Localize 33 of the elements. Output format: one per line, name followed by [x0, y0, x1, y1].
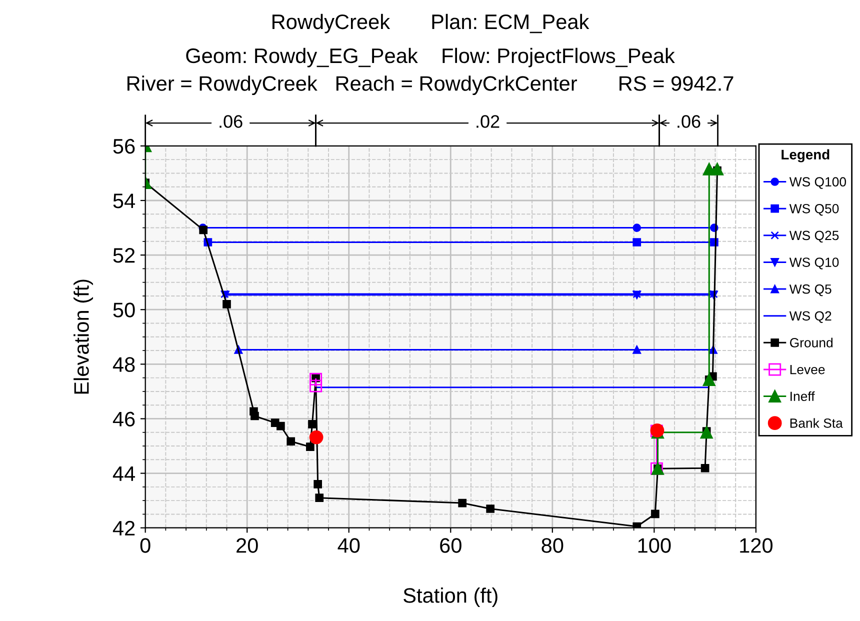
y-tick-label: 56 [113, 138, 135, 154]
legend-label: WS Q5 [789, 284, 832, 296]
y-tick-label: 42 [112, 520, 135, 536]
legend-label: Ineff [790, 391, 815, 402]
y-tick-label: 44 [112, 466, 136, 481]
chart-title: RowdyCreek Plan: ECM_Peak [272, 14, 590, 34]
y-axis-title: Elevation (ft) [74, 280, 93, 394]
legend-label: .06 [220, 115, 242, 128]
x-tick-label: 20 [236, 538, 258, 553]
band-label: .02 [476, 115, 500, 128]
y-tick-label: 50 [113, 302, 135, 318]
legend-label: WS Q25 [789, 230, 839, 243]
legend-label: Ground [790, 338, 832, 348]
legend-title: Legend [782, 149, 830, 162]
x-tick-label: 120 [740, 538, 773, 553]
x-tick-label: 0 [140, 538, 150, 553]
legend-label: .06 [678, 115, 700, 128]
y-tick-label: 48 [112, 357, 135, 372]
x-tick-label: 40 [338, 538, 360, 553]
legend-label: WS Q10 [789, 258, 839, 270]
x-tick-label: 100 [638, 538, 671, 553]
legend-label: Levee [790, 365, 825, 374]
x-axis-title: Station (ft) [404, 588, 498, 607]
chart-subtitle: Geom: Rowdy_EG_Peak Flow: ProjectFlows_Peak River = RowdyCreek Reach = RowdyCrkCenter RS = 9942.7 [127, 48, 734, 95]
legend-label: WS Q2 [789, 311, 832, 323]
x-tick-label: 80 [542, 538, 564, 553]
legend-label: WS Q50 [789, 204, 839, 216]
legend-label: Bank Sta [790, 418, 843, 428]
x-tick-label: 60 [440, 538, 462, 553]
y-tick-label: 54 [113, 194, 136, 208]
legend-label: WS Q100 [789, 177, 846, 189]
y-tick-label: 52 [113, 248, 135, 263]
y-tick-label: 46 [112, 412, 135, 426]
